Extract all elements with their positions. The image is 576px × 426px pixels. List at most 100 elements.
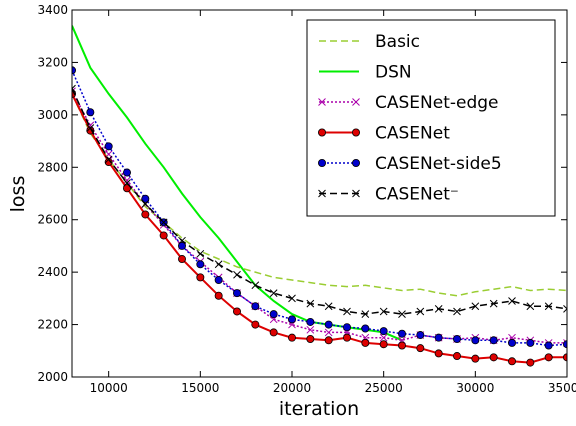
data-point-casenet [507,357,516,366]
data-point-casenet-side5 [141,194,150,203]
series-layer [72,25,567,367]
y-tick-label: 2600 [37,213,68,227]
legend-marker [352,98,360,106]
data-point-casenet-edge [306,325,315,334]
series-casenet-side5 [72,66,567,350]
series-casenet [72,84,567,318]
data-point-casenet-side5 [342,323,351,332]
data-point-casenet [361,310,370,318]
data-point-casenet-side5 [544,341,553,350]
data-point-casenet [361,338,370,347]
legend-item-casenet-side5: CASENet-side5 [317,154,502,174]
data-point-casenet [379,340,388,349]
y-tick-label: 2400 [37,265,68,279]
legend-label: Basic [375,32,420,52]
data-point-casenet [471,354,480,363]
x-axis-label: iteration [279,398,359,420]
legend-marker [317,158,326,167]
x-tick-label: 30000 [456,381,494,395]
data-point-casenet [324,336,333,345]
data-point-casenet [563,353,567,362]
data-point-casenet [526,358,535,367]
legend-marker [317,128,326,137]
data-point-casenet [214,291,223,300]
legend-item-casenet: CASENet⁻ [318,185,459,205]
data-point-casenet [324,302,333,311]
data-point-casenet-side5 [416,331,425,340]
data-point-casenet-side5 [306,317,315,326]
data-point-casenet [342,333,351,342]
data-point-casenet [306,299,315,308]
y-tick-label: 3000 [37,108,68,122]
data-point-casenet [544,353,553,362]
data-point-casenet [251,320,260,329]
ticks-layer: 10000 15000 20000 25000 30000 35000 2000 2200 24… [37,3,576,395]
data-point-casenet-side5 [196,260,205,269]
data-point-casenet-side5 [269,310,278,319]
data-point-casenet-side5 [324,320,333,329]
data-point-casenet [379,307,388,316]
data-point-casenet-side5 [251,302,260,311]
data-point-casenet-side5 [379,327,388,336]
data-point-casenet-side5 [123,168,132,177]
legend-marker [352,189,360,198]
data-point-casenet-side5 [563,340,567,349]
y-tick-label: 2000 [37,370,68,384]
data-point-casenet [141,200,150,208]
y-tick-label: 2800 [37,160,68,174]
data-point-casenet [434,304,443,313]
legend-marker [318,98,326,106]
data-point-casenet-side5 [86,108,95,117]
x-tick-label: 25000 [365,381,403,395]
data-point-casenet [452,352,461,361]
data-point-casenet [177,255,186,264]
data-point-casenet [471,302,480,311]
data-point-casenet-side5 [507,338,516,347]
legend-marker [351,158,360,167]
data-point-casenet [178,236,186,245]
data-point-casenet [306,334,315,343]
data-point-casenet [453,307,461,316]
data-point-casenet [104,155,113,164]
data-point-casenet [232,307,241,316]
data-point-casenet [141,210,150,219]
data-point-casenet-side5 [287,315,296,324]
legend-label: DSN [375,63,412,83]
legend-item-dsn: DSN [319,63,412,83]
data-point-casenet [159,231,168,240]
series-line-casenet [72,88,567,315]
data-point-casenet [416,344,425,353]
y-tick-label: 2200 [37,318,68,332]
data-point-casenet [398,310,406,318]
series-line-casenet-edge [72,90,567,344]
legend-item-basic: Basic [319,32,420,52]
data-point-casenet [288,294,296,303]
data-point-casenet-side5 [361,324,370,333]
legend-box [306,19,556,217]
legend-item-casenet: CASENet [317,124,450,144]
data-point-casenet [287,333,296,342]
data-point-casenet-edge [379,333,388,342]
data-point-casenet [251,281,260,290]
y-tick-label: 3200 [37,55,68,69]
data-point-casenet [489,299,498,308]
legend-label: CASENet⁻ [375,185,459,205]
x-tick-label: 10000 [90,381,128,395]
data-point-casenet-edge [123,176,131,185]
y-axis-label: loss [7,176,29,213]
series-line-casenet-side5 [72,69,567,347]
data-point-casenet-side5 [526,338,535,347]
legend: Basic DSN CASENet-edge CASENet CASENet-side5… [306,19,556,217]
data-point-casenet [86,124,95,132]
data-point-casenet [196,273,205,282]
data-point-casenet [434,349,443,358]
data-point-casenet [269,328,278,337]
legend-item-casenet-edge: CASENet-edge [318,93,499,113]
legend-label: CASENet-edge [375,93,499,113]
x-tick-label: 35000 [548,381,576,395]
data-point-casenet-side5 [214,276,223,285]
data-point-casenet-edge [324,328,333,337]
data-point-casenet [416,307,425,316]
